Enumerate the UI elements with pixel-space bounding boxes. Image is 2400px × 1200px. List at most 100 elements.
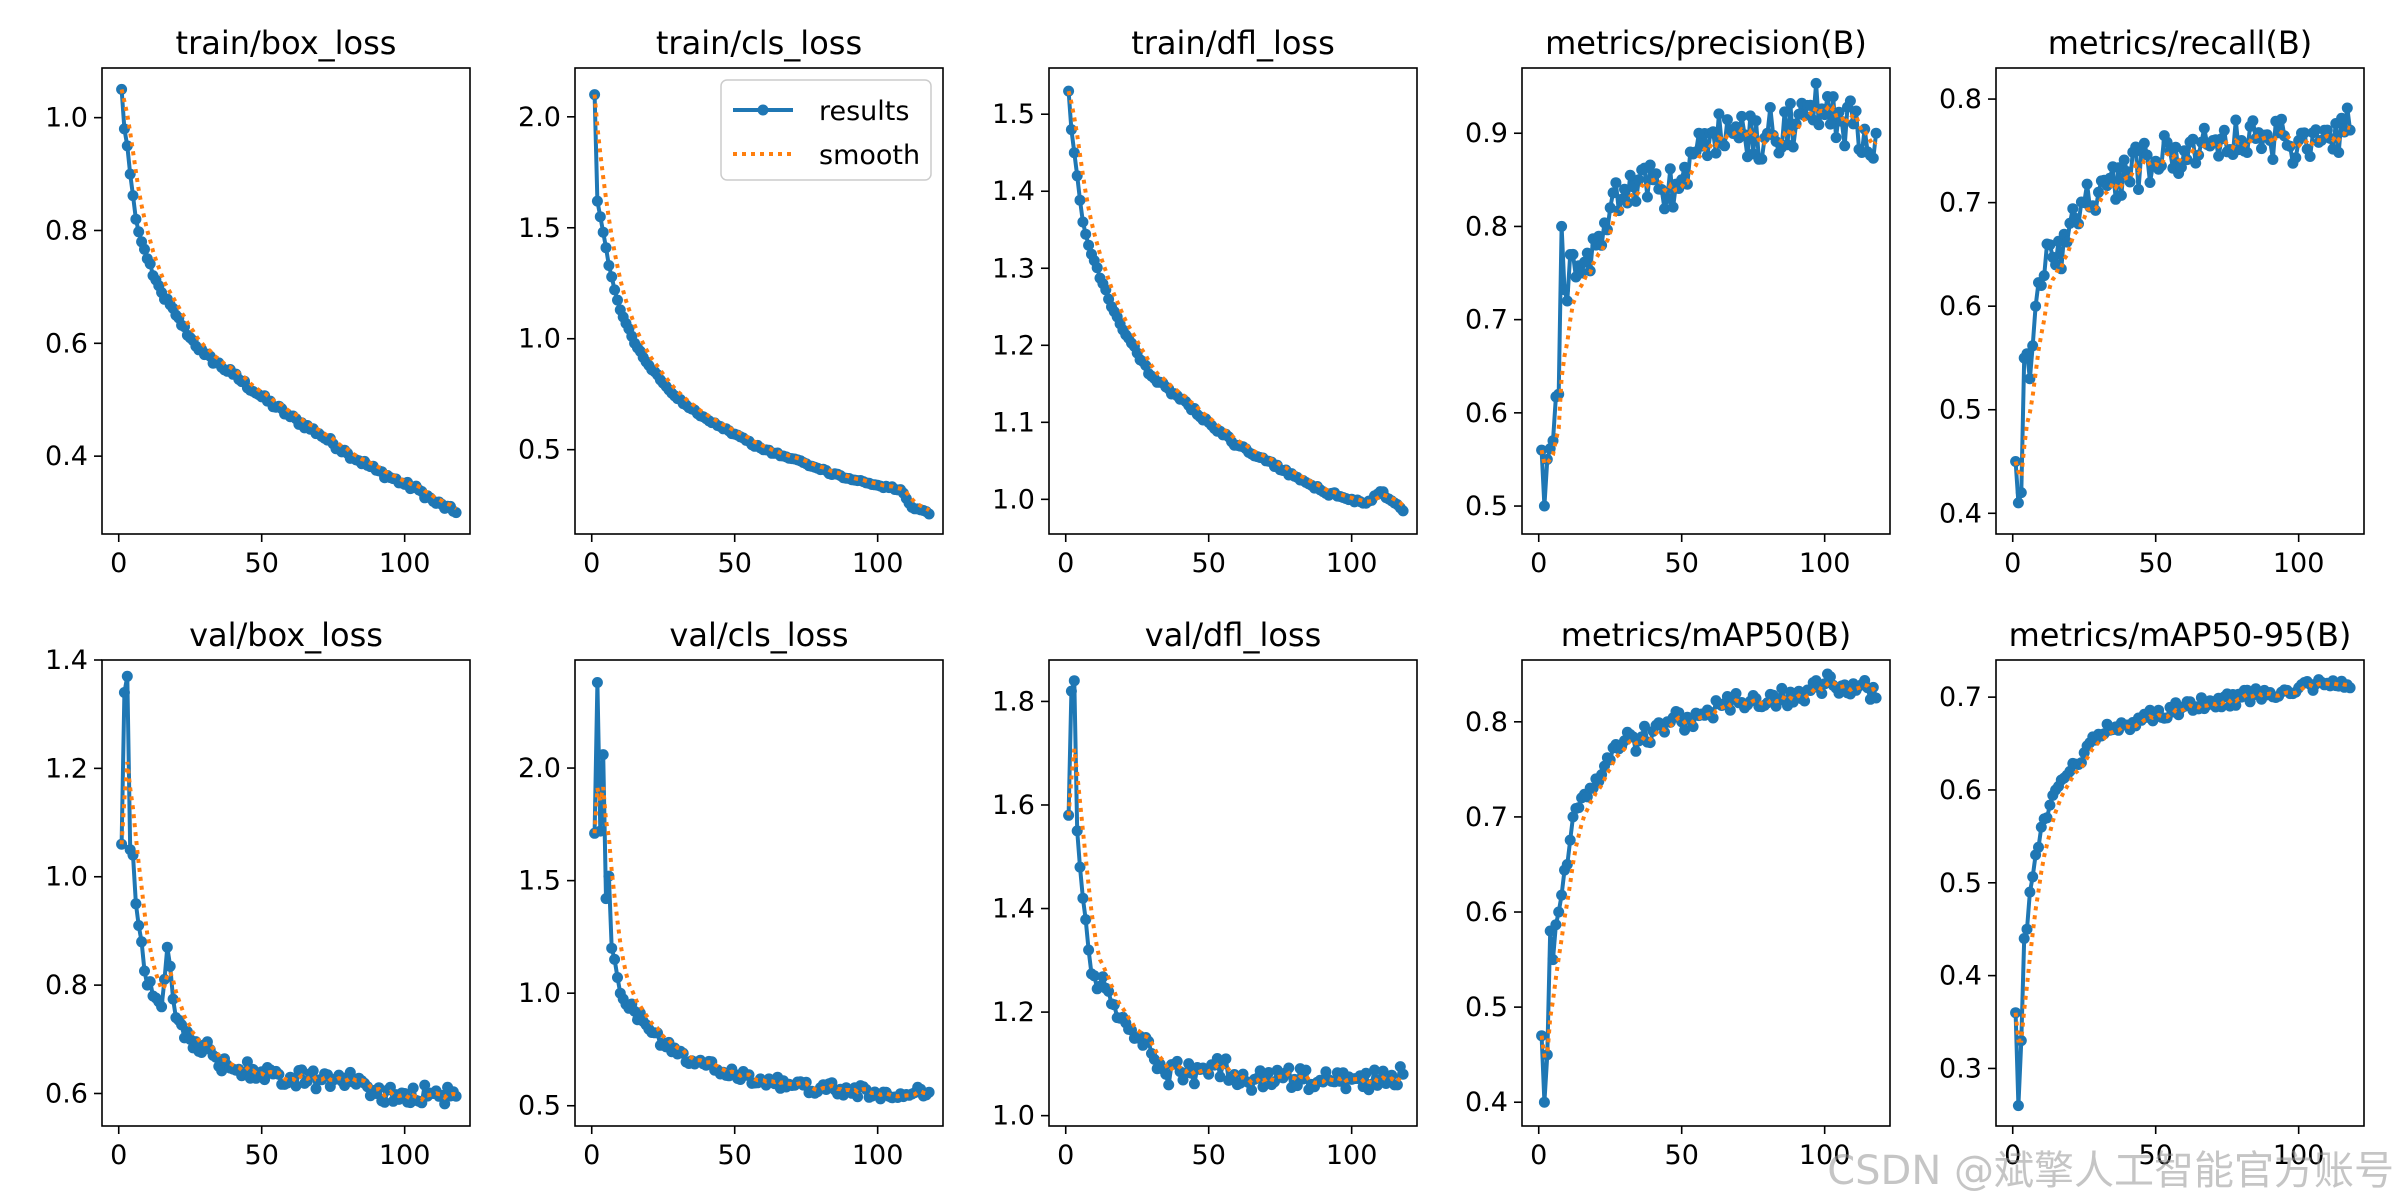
results-point bbox=[2093, 186, 2104, 198]
y-tick-label: 0.8 bbox=[45, 215, 88, 246]
y-tick-label: 0.5 bbox=[518, 435, 561, 466]
results-point bbox=[1581, 791, 1593, 803]
axes-frame bbox=[1048, 659, 1418, 1127]
results-point bbox=[1633, 174, 1645, 186]
results-point bbox=[1097, 971, 1109, 983]
results-point bbox=[2170, 141, 2182, 153]
results-point bbox=[2041, 812, 2053, 824]
x-tick-label: 50 bbox=[1192, 1140, 1226, 1171]
results-point bbox=[2015, 487, 2027, 499]
results-point bbox=[1556, 889, 1568, 901]
y-tick-label: 0.3 bbox=[1939, 1053, 1982, 1084]
axes-frame bbox=[1521, 659, 1891, 1127]
results-point bbox=[1799, 695, 1811, 707]
results-point bbox=[1088, 970, 1100, 982]
results-point bbox=[2213, 150, 2225, 162]
results-point bbox=[923, 508, 935, 520]
results-point bbox=[1824, 118, 1836, 130]
results-point bbox=[1687, 721, 1699, 733]
results-point bbox=[1564, 834, 1576, 846]
results-point bbox=[1639, 720, 1650, 732]
chart-panel: train/box_loss 0 50 100 0.4 0.6 0.8 1.0 bbox=[45, 24, 471, 579]
results-point bbox=[290, 1080, 302, 1092]
results-point bbox=[1650, 168, 1662, 180]
results-point bbox=[1750, 115, 1762, 127]
x-tick-label: 50 bbox=[245, 548, 279, 579]
results-point bbox=[2138, 137, 2150, 149]
y-tick-label: 1.4 bbox=[45, 645, 88, 676]
results-point bbox=[1710, 147, 1722, 159]
x-tick-label: 50 bbox=[718, 548, 752, 579]
x-tick-label: 100 bbox=[1326, 1140, 1378, 1171]
chart-title: val/cls_loss bbox=[669, 616, 848, 654]
results-point bbox=[2290, 152, 2302, 164]
results-point bbox=[1724, 704, 1736, 716]
results-point bbox=[1068, 147, 1080, 159]
results-point bbox=[1340, 1083, 1352, 1095]
results-point bbox=[1610, 177, 1622, 189]
legend-smooth-label: smooth bbox=[819, 140, 920, 171]
results-point bbox=[2030, 300, 2042, 312]
x-tick-label: 0 bbox=[1530, 548, 1547, 579]
y-tick-label: 0.6 bbox=[45, 328, 88, 359]
results-point bbox=[600, 242, 612, 254]
results-point bbox=[1561, 295, 1573, 307]
results-point bbox=[2341, 102, 2353, 114]
y-tick-label: 1.2 bbox=[45, 753, 88, 784]
chart-panel: val/dfl_loss 0 50 100 1.0 1.2 1.4 1.6 1.8 bbox=[992, 616, 1418, 1171]
results-point bbox=[2012, 497, 2024, 509]
results-point bbox=[1071, 170, 1083, 182]
legend-box bbox=[720, 79, 932, 181]
results-point bbox=[1065, 685, 1077, 697]
results-point bbox=[144, 258, 156, 270]
y-tick-label: 1.2 bbox=[992, 997, 1035, 1028]
x-tick-label: 50 bbox=[2139, 548, 2173, 579]
smooth-line bbox=[119, 761, 457, 1103]
x-tick-label: 0 bbox=[583, 548, 600, 579]
results-point bbox=[1659, 726, 1670, 738]
results-point bbox=[2038, 270, 2050, 282]
csdn-watermark: CSDN @斌擎人工智能官方账号 bbox=[1827, 1148, 2394, 1194]
results-point bbox=[597, 749, 609, 761]
x-tick-label: 0 bbox=[1057, 1140, 1074, 1171]
results-point bbox=[1377, 1065, 1389, 1077]
results-point bbox=[2241, 147, 2253, 158]
results-point bbox=[1080, 914, 1092, 926]
y-tick-label: 0.8 bbox=[45, 970, 88, 1001]
results-point bbox=[118, 687, 130, 698]
results-point bbox=[2195, 692, 2207, 704]
results-point bbox=[167, 993, 179, 1005]
axes-frame bbox=[574, 659, 944, 1127]
y-tick-label: 1.0 bbox=[992, 1101, 1035, 1132]
results-point bbox=[1830, 132, 1842, 144]
results-point bbox=[1779, 106, 1791, 118]
chart-panel: train/dfl_loss 0 50 100 1.0 1.1 1.2 1.3 1.4 1.5 bbox=[992, 24, 1418, 579]
chart-panel: metrics/mAP50-95(B) 0 50 100 0.3 0.4 0.5 0.6 0.7 bbox=[1939, 616, 2365, 1171]
x-tick-label: 50 bbox=[2139, 1140, 2173, 1171]
y-tick-label: 0.9 bbox=[1465, 118, 1508, 149]
smooth-line bbox=[2013, 681, 2351, 1043]
results-point bbox=[1553, 906, 1565, 918]
results-point bbox=[1573, 802, 1585, 814]
results-point bbox=[2178, 145, 2190, 157]
axes-frame bbox=[1521, 67, 1891, 535]
results-point bbox=[1661, 193, 1673, 204]
y-tick-label: 1.4 bbox=[992, 176, 1035, 207]
results-point bbox=[384, 1081, 396, 1093]
y-tick-label: 0.5 bbox=[518, 1091, 561, 1122]
results-point bbox=[1220, 1053, 1232, 1065]
results-point bbox=[923, 1086, 935, 1098]
results-point bbox=[124, 168, 136, 180]
y-tick-label: 2.0 bbox=[518, 753, 561, 784]
smooth-line bbox=[119, 88, 458, 511]
results-point bbox=[1283, 1062, 1295, 1074]
results-point bbox=[450, 507, 462, 519]
results-point bbox=[1867, 152, 1879, 164]
results-point bbox=[1787, 141, 1799, 153]
results-point bbox=[339, 1080, 351, 1091]
y-tick-label: 1.1 bbox=[992, 407, 1035, 438]
results-point bbox=[591, 195, 603, 207]
results-point bbox=[1567, 248, 1579, 260]
results-point bbox=[2027, 871, 2039, 883]
results-point bbox=[1246, 1084, 1258, 1096]
